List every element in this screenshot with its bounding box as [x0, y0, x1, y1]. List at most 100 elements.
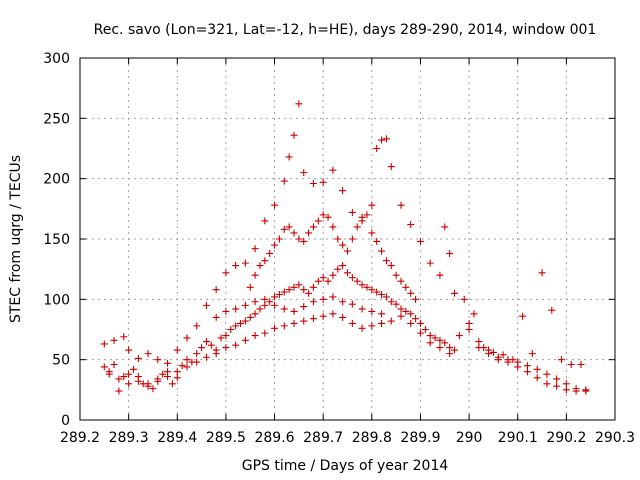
- data-point: [305, 289, 313, 297]
- data-point: [368, 307, 376, 315]
- data-point: [504, 358, 512, 366]
- data-point: [353, 277, 361, 285]
- data-point: [164, 373, 172, 381]
- data-point: [309, 223, 317, 231]
- data-point: [100, 340, 108, 348]
- data-point: [314, 217, 322, 225]
- data-point: [412, 315, 420, 323]
- data-point: [363, 211, 371, 219]
- data-point: [154, 356, 162, 364]
- data-point: [465, 326, 473, 333]
- data-point: [207, 341, 215, 349]
- data-point: [407, 310, 415, 318]
- data-point: [222, 332, 230, 340]
- data-point: [159, 370, 167, 378]
- data-point: [416, 319, 424, 327]
- y-tick-label: 0: [61, 413, 70, 429]
- data-point: [280, 225, 288, 233]
- data-point: [334, 235, 342, 243]
- data-point: [431, 334, 439, 342]
- data-points: [100, 100, 590, 395]
- data-point: [290, 131, 298, 139]
- data-point: [485, 346, 493, 354]
- data-point: [295, 100, 303, 108]
- data-point: [460, 295, 468, 303]
- grid-lines: [80, 58, 615, 420]
- data-point: [232, 322, 240, 330]
- x-tick-label: 289.9: [400, 430, 440, 446]
- y-tick-label: 50: [52, 353, 70, 369]
- data-point: [329, 223, 337, 231]
- data-point: [246, 313, 254, 321]
- data-point: [319, 178, 327, 186]
- data-point: [324, 277, 332, 285]
- data-point: [178, 362, 186, 370]
- data-point: [344, 269, 351, 277]
- data-point: [134, 354, 142, 362]
- data-point: [339, 298, 347, 306]
- data-point: [198, 344, 206, 352]
- data-point: [348, 235, 356, 243]
- data-point: [553, 375, 561, 383]
- data-point: [241, 336, 249, 344]
- data-point: [344, 247, 351, 255]
- data-point: [309, 283, 317, 291]
- data-point: [222, 307, 230, 315]
- data-point: [378, 319, 386, 327]
- data-point: [446, 344, 454, 352]
- data-point: [470, 310, 478, 318]
- data-point: [280, 177, 288, 185]
- data-point: [348, 300, 356, 308]
- data-point: [251, 298, 259, 306]
- data-point: [130, 365, 137, 373]
- data-point: [553, 382, 561, 390]
- data-point: [261, 329, 269, 337]
- x-tick-label: 289.4: [157, 430, 197, 446]
- y-tick-label: 100: [43, 292, 70, 308]
- data-point: [232, 305, 240, 313]
- data-point: [329, 166, 337, 174]
- data-point: [251, 245, 259, 253]
- y-tick-label: 250: [43, 111, 70, 127]
- y-tick-label: 300: [43, 51, 70, 67]
- data-point: [295, 235, 303, 243]
- data-point: [275, 235, 283, 243]
- data-point: [533, 365, 541, 373]
- data-point: [475, 338, 483, 346]
- data-point: [290, 283, 298, 291]
- data-point: [285, 223, 293, 231]
- data-point: [436, 336, 444, 344]
- data-point: [543, 370, 551, 378]
- data-point: [300, 237, 308, 245]
- data-point: [193, 358, 201, 366]
- data-point: [261, 301, 269, 309]
- data-point: [392, 271, 400, 279]
- data-point: [416, 329, 424, 337]
- data-point: [183, 334, 191, 342]
- data-point: [373, 288, 381, 296]
- data-point: [309, 298, 317, 306]
- x-axis-label: GPS time / Days of year 2014: [242, 458, 449, 474]
- data-point: [222, 344, 230, 352]
- data-point: [266, 249, 274, 257]
- data-point: [261, 217, 269, 225]
- data-point: [446, 249, 454, 257]
- data-point: [271, 301, 279, 309]
- data-point: [358, 281, 366, 289]
- data-point: [173, 368, 181, 376]
- data-point: [402, 307, 410, 315]
- data-point: [183, 363, 191, 371]
- data-point: [348, 208, 356, 216]
- data-point: [397, 277, 405, 285]
- data-point: [353, 223, 361, 231]
- data-point: [378, 247, 386, 255]
- data-point: [363, 283, 371, 291]
- data-point: [397, 305, 405, 313]
- data-point: [154, 375, 162, 383]
- data-point: [173, 346, 181, 354]
- data-point: [290, 319, 298, 327]
- data-point: [382, 257, 390, 265]
- data-point: [251, 310, 259, 318]
- data-point: [144, 350, 152, 358]
- data-point: [436, 271, 444, 279]
